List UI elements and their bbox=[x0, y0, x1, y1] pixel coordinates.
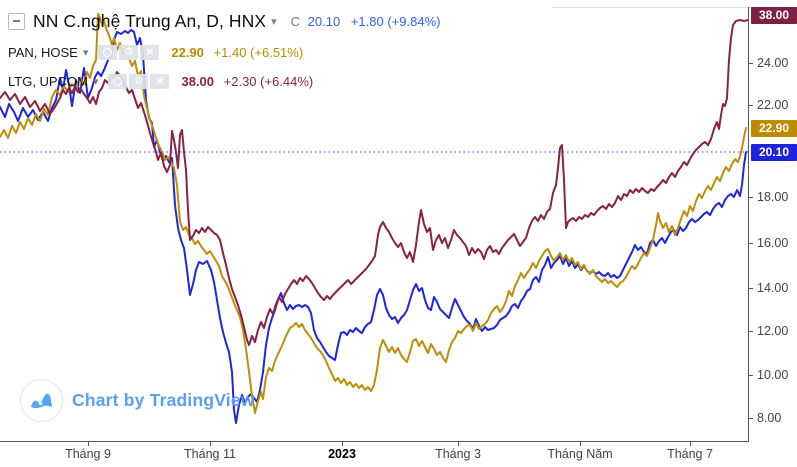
price-tick-label: 10.00 bbox=[757, 368, 789, 382]
main-price-change: +1.80 (+9.84%) bbox=[350, 13, 441, 29]
time-tick-mark bbox=[342, 442, 343, 446]
time-tick-label: Tháng 3 bbox=[435, 447, 481, 461]
price-tick-label: 22.00 bbox=[757, 98, 789, 112]
time-tick-label: Tháng 9 bbox=[65, 447, 111, 461]
price-tick-label: 8.00 bbox=[757, 411, 782, 425]
eye-icon[interactable] bbox=[98, 44, 118, 60]
compare-symbol-title[interactable]: PAN, HOSE bbox=[8, 44, 78, 60]
collapse-legend-icon[interactable] bbox=[8, 12, 25, 30]
gear-icon[interactable]: ⚙ bbox=[129, 73, 149, 89]
last-price-badge: 20.10 bbox=[751, 143, 797, 161]
chevron-down-icon[interactable]: ▾ bbox=[271, 15, 277, 28]
time-scale-axis-line bbox=[0, 441, 749, 442]
price-tick-label: 14.00 bbox=[757, 281, 789, 295]
compare-price-change: +1.40 (+6.51%) bbox=[213, 44, 304, 60]
main-symbol-quote: C 20.10 +1.80 (+9.84%) bbox=[291, 14, 441, 29]
time-tick-label: Tháng 11 bbox=[184, 447, 236, 461]
price-chart-canvas[interactable] bbox=[0, 0, 748, 441]
chart-legend: NN C.nghệ Trung An, D, HNX ▾ C 20.10 +1.… bbox=[8, 8, 440, 92]
pane-top-border bbox=[552, 7, 797, 8]
price-tick-mark bbox=[748, 418, 753, 419]
time-tick-mark bbox=[458, 442, 459, 446]
time-tick-mark bbox=[88, 442, 89, 446]
price-tick-mark bbox=[748, 243, 753, 244]
eye-icon[interactable] bbox=[108, 73, 128, 89]
main-symbol-row: NN C.nghệ Trung An, D, HNX ▾ C 20.10 +1.… bbox=[8, 8, 440, 34]
price-tick-mark bbox=[748, 197, 753, 198]
compare-last-price: 38.00 bbox=[181, 73, 215, 89]
time-tick-mark bbox=[690, 442, 691, 446]
price-tick-label: 16.00 bbox=[757, 236, 789, 250]
last-price-badge: 22.90 bbox=[751, 119, 797, 137]
price-tick-mark bbox=[748, 288, 753, 289]
compare-quote: 22.90 +1.40 (+6.51%) bbox=[171, 45, 303, 60]
gear-icon[interactable]: ⚙ bbox=[119, 44, 139, 60]
compare-quote: 38.00 +2.30 (+6.44%) bbox=[181, 74, 313, 89]
compare-symbol-row-pan: PAN, HOSE ▾ ⚙ × 22.90 +1.40 (+6.51%) bbox=[8, 41, 440, 63]
tradingview-attribution[interactable]: Chart by TradingView bbox=[20, 379, 255, 422]
close-icon[interactable]: × bbox=[150, 73, 170, 89]
price-scale-axis-line bbox=[748, 7, 749, 442]
compare-symbol-title[interactable]: LTG, UPCOM bbox=[8, 73, 88, 89]
series-line-pan bbox=[0, 13, 747, 414]
close-price-label: C bbox=[290, 13, 301, 29]
price-tick-mark bbox=[748, 63, 753, 64]
compare-symbol-row-ltg: LTG, UPCOM ▾ ⚙ × 38.00 +2.30 (+6.44%) bbox=[8, 70, 440, 92]
price-tick-label: 12.00 bbox=[757, 324, 789, 338]
compare-last-price: 22.90 bbox=[171, 44, 204, 60]
tradingview-logo-icon bbox=[20, 379, 63, 422]
price-tick-mark bbox=[748, 331, 753, 332]
chevron-down-icon[interactable]: ▾ bbox=[92, 75, 99, 88]
chevron-down-icon[interactable]: ▾ bbox=[82, 46, 89, 59]
time-tick-mark bbox=[210, 442, 211, 446]
close-icon[interactable]: × bbox=[140, 44, 160, 60]
main-symbol-title[interactable]: NN C.nghệ Trung An, D, HNX bbox=[33, 10, 267, 31]
series-mini-toolbar: ⚙ × bbox=[108, 73, 171, 89]
time-tick-label: Tháng Năm bbox=[547, 447, 613, 461]
price-tick-label: 24.00 bbox=[757, 56, 789, 70]
price-tick-mark bbox=[748, 105, 753, 106]
series-mini-toolbar: ⚙ × bbox=[98, 44, 161, 60]
price-tick-label: 18.00 bbox=[757, 190, 789, 204]
watermark-text: Chart by TradingView bbox=[72, 390, 255, 410]
price-tick-mark bbox=[748, 375, 753, 376]
time-tick-label: 2023 bbox=[328, 447, 356, 461]
main-last-price: 20.10 bbox=[307, 13, 341, 29]
last-price-badge: 38.00 bbox=[751, 6, 797, 24]
time-tick-mark bbox=[580, 442, 581, 446]
series-line-ltg bbox=[0, 19, 748, 346]
time-tick-label: Tháng 7 bbox=[667, 447, 713, 461]
compare-price-change: +2.30 (+6.44%) bbox=[223, 73, 314, 89]
